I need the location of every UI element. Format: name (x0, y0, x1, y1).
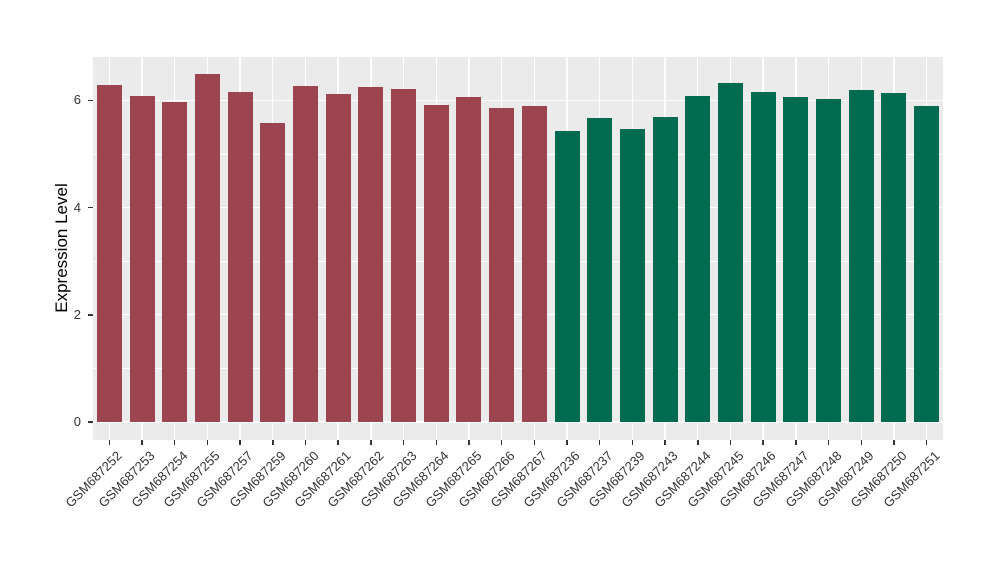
x-tick-mark (827, 440, 830, 445)
bar-GSM687255 (194, 73, 220, 422)
x-tick-mark (173, 440, 176, 445)
gridline-major (93, 206, 943, 209)
x-tick-mark (631, 440, 634, 445)
x-tick-mark (304, 440, 307, 445)
x-tick-mark (893, 440, 895, 445)
x-tick-mark (533, 440, 536, 445)
x-tick-mark (468, 440, 470, 445)
bar-GSM687262 (358, 87, 384, 422)
y-tick-label: 4 (73, 199, 81, 215)
x-tick-mark (500, 440, 503, 445)
bar-GSM687267 (521, 106, 547, 422)
bar-GSM687254 (162, 102, 188, 422)
gridline-minor (93, 367, 943, 369)
gridline-major (93, 421, 943, 423)
x-tick-mark (435, 440, 438, 445)
bar-GSM687237 (587, 117, 613, 422)
plot-panel (93, 57, 943, 440)
gridline-minor (93, 260, 943, 262)
bar-GSM687266 (489, 108, 515, 422)
bar-GSM687265 (456, 97, 482, 422)
gridline-major (93, 314, 943, 316)
x-tick-mark (860, 440, 863, 445)
bar-GSM687247 (783, 96, 809, 422)
x-tick-mark (762, 440, 764, 445)
x-tick-mark (141, 440, 143, 445)
bar-GSM687261 (325, 93, 351, 422)
x-tick-mark (566, 440, 568, 445)
x-tick-mark (239, 440, 241, 445)
x-tick-mark (402, 440, 405, 445)
x-tick-mark (370, 440, 372, 445)
bar-GSM687245 (718, 83, 743, 422)
y-tick-mark (88, 421, 93, 423)
bar-GSM687248 (816, 99, 842, 422)
bar-GSM687251 (914, 106, 940, 422)
bar-GSM687246 (750, 91, 776, 422)
x-tick-mark (795, 440, 797, 445)
y-tick-mark (88, 314, 93, 316)
bar-GSM687236 (554, 130, 580, 422)
x-tick-mark (272, 440, 274, 445)
y-tick-label: 0 (73, 414, 81, 429)
bar-GSM687260 (293, 86, 318, 422)
x-tick-mark (664, 440, 666, 445)
bar-GSM687263 (391, 89, 417, 422)
bar-GSM687257 (227, 91, 253, 422)
x-tick-mark (598, 440, 601, 445)
x-tick-mark (697, 440, 699, 445)
y-tick-label: 6 (73, 92, 81, 108)
bar-GSM687244 (685, 96, 711, 422)
bar-GSM687253 (129, 96, 155, 422)
bar-GSM687239 (619, 128, 645, 422)
bar-GSM687264 (423, 105, 449, 422)
gridline-minor (93, 153, 943, 155)
x-tick-mark (729, 440, 732, 445)
x-tick-mark (206, 440, 209, 445)
bar-GSM687249 (848, 90, 874, 422)
bar-GSM687243 (652, 117, 678, 422)
y-tick-mark (88, 206, 93, 209)
bar-GSM687252 (96, 84, 122, 422)
x-tick-mark (337, 440, 339, 445)
gridline-major (93, 99, 943, 102)
x-tick-mark (925, 440, 928, 445)
y-tick-label: 2 (73, 306, 81, 322)
bar-GSM687259 (260, 123, 286, 422)
x-tick-mark (108, 440, 111, 445)
y-tick-mark (88, 99, 93, 102)
bar-GSM687250 (881, 93, 907, 422)
